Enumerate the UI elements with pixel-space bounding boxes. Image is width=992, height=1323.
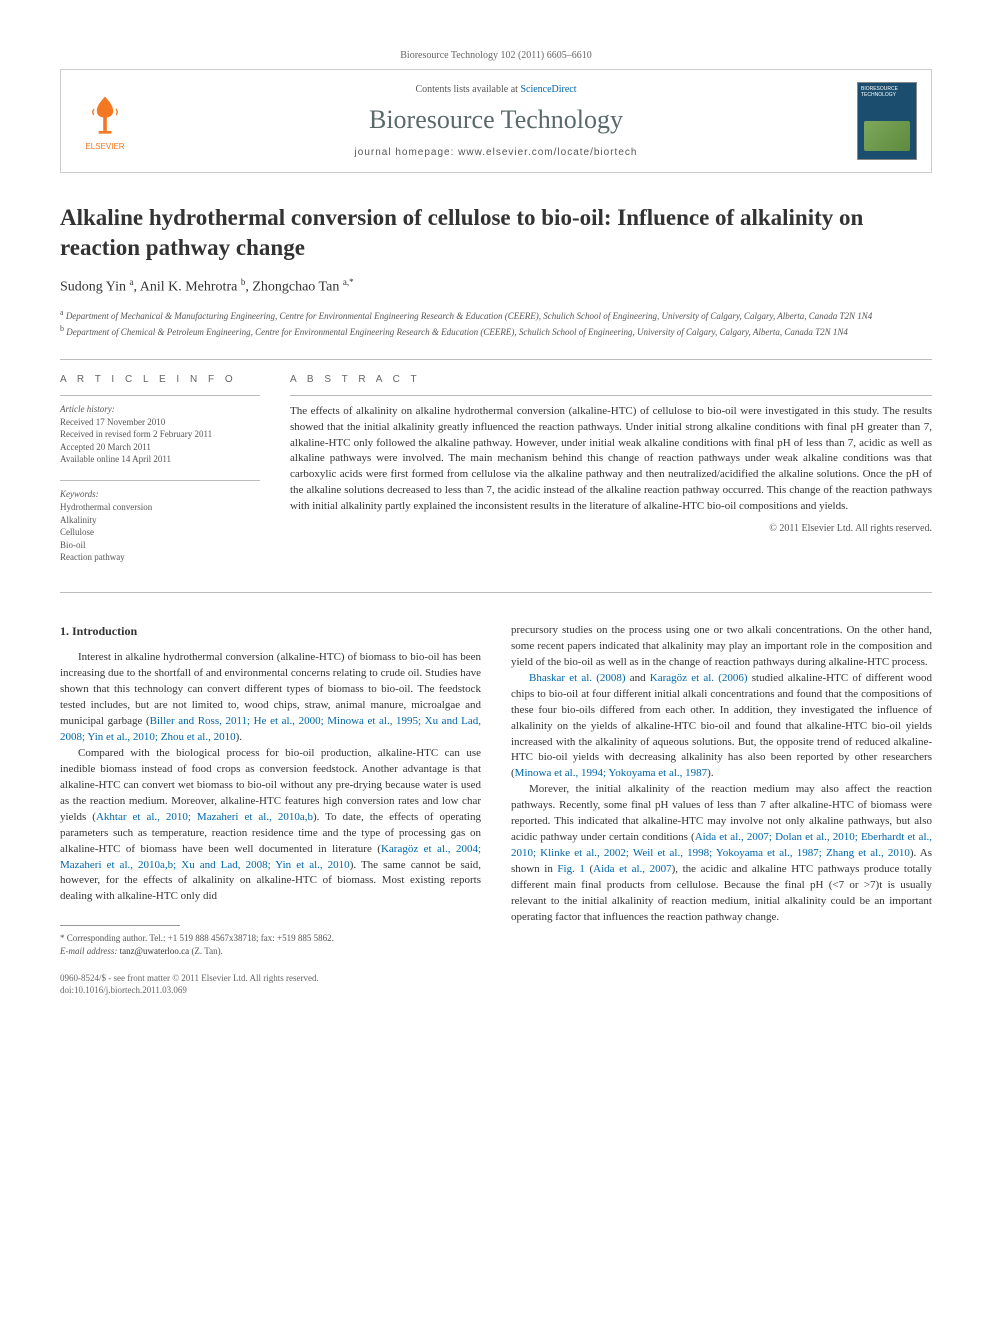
corr-author-line: * Corresponding author. Tel.: +1 519 888… <box>60 932 481 945</box>
affiliation-line: a Department of Mechanical & Manufacturi… <box>60 307 932 323</box>
journal-title: Bioresource Technology <box>135 105 857 135</box>
cover-image-placeholder <box>864 121 910 151</box>
cover-label: BIORESOURCE TECHNOLOGY <box>858 83 916 101</box>
page-footer: 0960-8524/$ - see front matter © 2011 El… <box>60 972 481 997</box>
affiliation-line: b Department of Chemical & Petroleum Eng… <box>60 323 932 339</box>
paragraph: precursory studies on the process using … <box>511 623 932 671</box>
abstract-copyright: © 2011 Elsevier Ltd. All rights reserved… <box>290 523 932 534</box>
text-run: ( <box>585 863 593 875</box>
abstract-divider <box>290 395 932 396</box>
history-line: Available online 14 April 2011 <box>60 453 260 466</box>
page-container: Bioresource Technology 102 (2011) 6605–6… <box>0 0 992 1037</box>
right-column: precursory studies on the process using … <box>511 623 932 997</box>
citation-link[interactable]: Bhaskar et al. (2008) <box>529 672 626 684</box>
article-info-column: A R T I C L E I N F O Article history: R… <box>60 374 260 578</box>
history-line: Received in revised form 2 February 2011 <box>60 428 260 441</box>
footer-line-2: doi:10.1016/j.biortech.2011.03.069 <box>60 984 481 997</box>
author-list: Sudong Yin a, Anil K. Mehrotra b, Zhongc… <box>60 277 932 296</box>
journal-homepage: journal homepage: www.elsevier.com/locat… <box>135 147 857 158</box>
citation-link[interactable]: Karagöz et al. (2006) <box>650 672 748 684</box>
abstract-heading: A B S T R A C T <box>290 374 932 385</box>
citation-link[interactable]: Fig. 1 <box>557 863 585 875</box>
info-abstract-row: A R T I C L E I N F O Article history: R… <box>60 360 932 592</box>
divider-bottom <box>60 592 932 593</box>
journal-header-box: ELSEVIER Contents lists available at Sci… <box>60 69 932 173</box>
email-label: E-mail address: <box>60 946 117 956</box>
text-run: ). <box>236 731 242 743</box>
article-title: Alkaline hydrothermal conversion of cell… <box>60 203 932 263</box>
abstract-text: The effects of alkalinity on alkaline hy… <box>290 404 932 516</box>
contents-lists-line: Contents lists available at ScienceDirec… <box>135 84 857 95</box>
affiliations: a Department of Mechanical & Manufacturi… <box>60 307 932 338</box>
history-label: Article history: <box>60 404 260 414</box>
contents-prefix: Contents lists available at <box>415 84 520 95</box>
info-divider-1 <box>60 395 260 396</box>
footer-line-1: 0960-8524/$ - see front matter © 2011 El… <box>60 972 481 985</box>
paragraph: Bhaskar et al. (2008) and Karagöz et al.… <box>511 671 932 783</box>
section-1-heading: 1. Introduction <box>60 623 481 640</box>
citation-link[interactable]: Akhtar et al., 2010; Mazaheri et al., 20… <box>96 811 313 823</box>
article-history-block: Article history: Received 17 November 20… <box>60 404 260 466</box>
email-address[interactable]: tanz@uwaterloo.ca <box>120 946 190 956</box>
header-center: Contents lists available at ScienceDirec… <box>135 84 857 158</box>
paragraph: Interest in alkaline hydrothermal conver… <box>60 650 481 746</box>
elsevier-tree-icon <box>78 91 132 140</box>
body-two-columns: 1. Introduction Interest in alkaline hyd… <box>60 623 932 997</box>
history-line: Received 17 November 2010 <box>60 416 260 429</box>
footnote-divider <box>60 925 180 926</box>
keyword-line: Hydrothermal conversion <box>60 501 260 514</box>
keyword-line: Bio-oil <box>60 539 260 552</box>
text-run: ). <box>707 767 713 779</box>
abstract-column: A B S T R A C T The effects of alkalinit… <box>290 374 932 578</box>
text-run: precursory studies on the process using … <box>511 624 932 668</box>
keyword-line: Cellulose <box>60 526 260 539</box>
keyword-line: Reaction pathway <box>60 551 260 564</box>
info-divider-2 <box>60 480 260 481</box>
citation-link[interactable]: Aida et al., 2007 <box>593 863 671 875</box>
keywords-label: Keywords: <box>60 489 260 499</box>
top-citation: Bioresource Technology 102 (2011) 6605–6… <box>60 50 932 61</box>
elsevier-label: ELSEVIER <box>85 142 124 151</box>
corresponding-author-footnote: * Corresponding author. Tel.: +1 519 888… <box>60 932 481 957</box>
journal-cover-thumbnail: BIORESOURCE TECHNOLOGY <box>857 82 917 160</box>
keyword-line: Alkalinity <box>60 514 260 527</box>
article-info-heading: A R T I C L E I N F O <box>60 374 260 385</box>
left-column: 1. Introduction Interest in alkaline hyd… <box>60 623 481 997</box>
email-name: (Z. Tan). <box>191 946 222 956</box>
keywords-block: Keywords: Hydrothermal conversionAlkalin… <box>60 489 260 564</box>
history-line: Accepted 20 March 2011 <box>60 441 260 454</box>
sciencedirect-link[interactable]: ScienceDirect <box>520 84 576 95</box>
text-run: and <box>626 672 650 684</box>
email-line: E-mail address: tanz@uwaterloo.ca (Z. Ta… <box>60 945 481 958</box>
text-run: studied alkaline-HTC of different wood c… <box>511 672 932 780</box>
paragraph: Morever, the initial alkalinity of the r… <box>511 782 932 925</box>
paragraph: Compared with the biological process for… <box>60 746 481 905</box>
elsevier-logo: ELSEVIER <box>75 91 135 151</box>
citation-link[interactable]: Minowa et al., 1994; Yokoyama et al., 19… <box>515 767 707 779</box>
